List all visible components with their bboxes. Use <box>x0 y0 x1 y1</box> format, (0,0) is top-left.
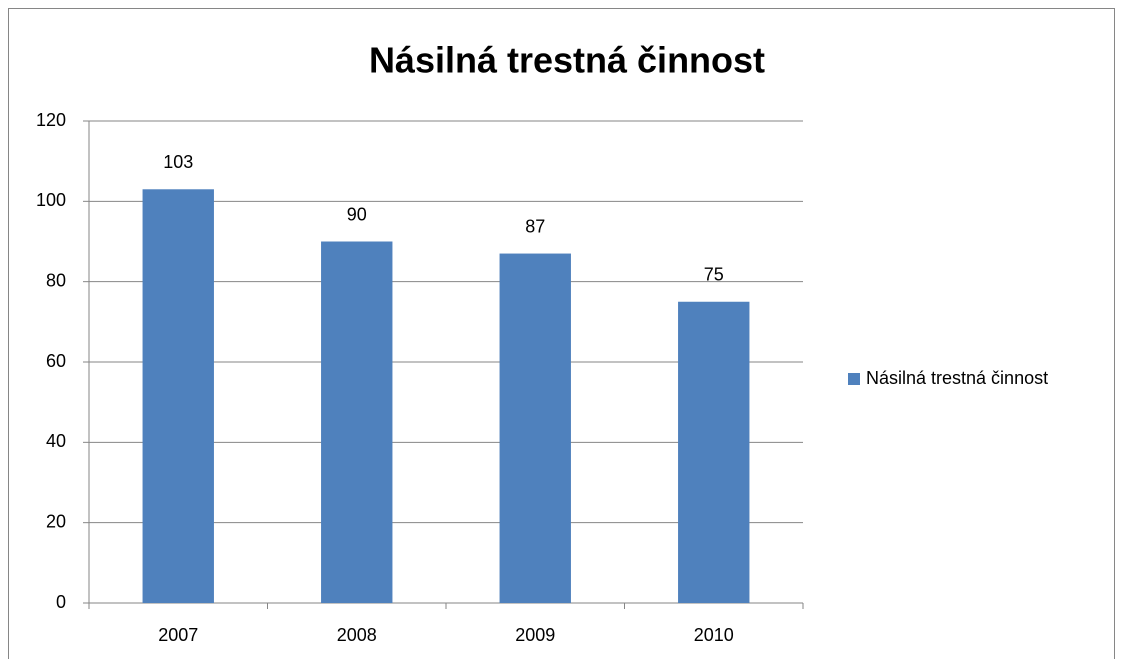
data-label: 90 <box>347 204 367 224</box>
y-tick-label: 100 <box>36 190 66 210</box>
x-tick-label: 2008 <box>337 625 377 645</box>
legend-label: Násilná trestná činnost <box>866 368 1048 388</box>
bar <box>142 189 214 604</box>
data-label: 87 <box>525 216 545 236</box>
legend-swatch <box>848 373 860 385</box>
y-tick-label: 80 <box>46 270 66 290</box>
data-label: 103 <box>163 152 193 172</box>
x-tick-label: 2007 <box>158 625 198 645</box>
y-tick-label: 120 <box>36 110 66 130</box>
y-tick-label: 20 <box>46 511 66 531</box>
bar <box>321 241 393 603</box>
bar <box>499 253 571 604</box>
y-tick-label: 40 <box>46 431 66 451</box>
y-tick-label: 0 <box>56 592 66 612</box>
x-tick-label: 2010 <box>694 625 734 645</box>
data-label: 75 <box>704 265 724 285</box>
y-tick-label: 60 <box>46 351 66 371</box>
x-tick-label: 2009 <box>515 625 555 645</box>
bar <box>678 301 750 603</box>
chart-title: Násilná trestná činnost <box>369 40 765 81</box>
